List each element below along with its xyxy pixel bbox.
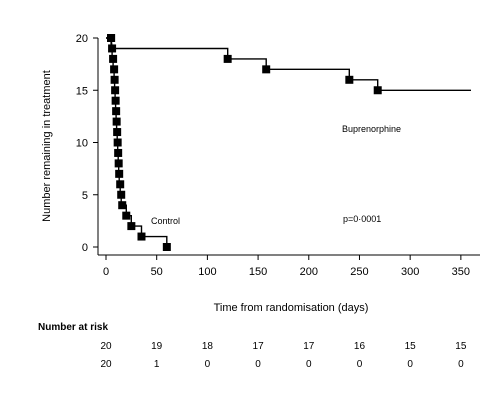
control-marker [137, 232, 146, 241]
risk-cell: 18 [202, 341, 214, 352]
y-tick-label: 10 [76, 138, 88, 150]
buprenorphine-marker [262, 65, 271, 74]
x-tick-label: 250 [350, 266, 368, 278]
x-tick-label: 50 [151, 266, 163, 278]
control-marker [108, 44, 117, 53]
x-tick-label: 200 [300, 266, 318, 278]
buprenorphine-label: Buprenorphine [342, 124, 401, 134]
control-marker [111, 96, 120, 105]
x-tick-label: 300 [401, 266, 419, 278]
risk-cell: 20 [100, 341, 112, 352]
control-marker [109, 54, 118, 63]
y-axis-label: Number remaining in treatment [41, 70, 53, 222]
x-tick-label: 150 [249, 266, 267, 278]
x-ticks: 0 50 100 150 200 250 300 350 [103, 255, 470, 278]
control-marker [118, 201, 127, 210]
control-marker [114, 148, 123, 157]
series-layer [106, 34, 471, 251]
y-tick-label: 0 [82, 242, 88, 254]
control-marker [112, 117, 121, 126]
y-tick-label: 15 [76, 85, 88, 97]
control-marker [113, 128, 122, 137]
x-tick-label: 350 [452, 266, 470, 278]
p-value-label: p=0·0001 [343, 214, 381, 224]
control-marker [111, 86, 120, 95]
y-tick-label: 20 [76, 33, 88, 45]
x-tick-label: 100 [198, 266, 216, 278]
control-label: Control [151, 216, 180, 226]
y-tick-label: 5 [82, 190, 88, 202]
x-tick-label: 0 [103, 266, 109, 278]
buprenorphine-curve [106, 37, 471, 92]
risk-cell: 15 [455, 341, 467, 352]
y-ticks: 0 5 10 15 20 [76, 33, 98, 254]
risk-cell: 16 [354, 341, 366, 352]
risk-cell: 0 [306, 359, 312, 370]
risk-cell: 0 [458, 359, 464, 370]
axes [97, 38, 480, 256]
control-marker [122, 211, 131, 220]
control-marker [113, 138, 122, 147]
control-marker [112, 107, 121, 116]
control-marker [115, 169, 124, 178]
x-axis-label: Time from randomisation (days) [214, 302, 369, 314]
buprenorphine-marker [223, 54, 232, 63]
risk-cell: 17 [303, 341, 315, 352]
risk-cell: 0 [357, 359, 363, 370]
control-marker [114, 159, 123, 168]
risk-cell: 0 [407, 359, 413, 370]
risk-table-title: Number at risk [38, 322, 108, 333]
control-marker [117, 190, 126, 199]
control-marker [116, 180, 125, 189]
buprenorphine-marker [373, 86, 382, 95]
control-marker [110, 75, 119, 84]
risk-cell: 15 [405, 341, 417, 352]
risk-cell: 20 [100, 359, 112, 370]
risk-cell: 17 [253, 341, 265, 352]
risk-cell: 19 [151, 341, 163, 352]
control-marker [110, 65, 119, 74]
control-marker [107, 34, 116, 42]
risk-cell: 0 [255, 359, 261, 370]
control-marker [127, 222, 136, 231]
buprenorphine-marker [345, 75, 354, 84]
risk-cell: 0 [205, 359, 211, 370]
control-marker [162, 243, 171, 251]
risk-cell: 1 [154, 359, 160, 370]
